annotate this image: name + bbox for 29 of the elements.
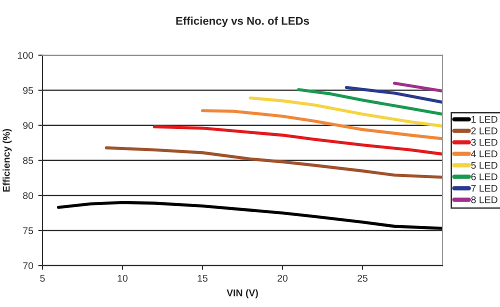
legend-label: 4 LED [471, 150, 498, 158]
line-series [104, 146, 442, 179]
y-tick-label: 80 [23, 192, 34, 200]
line-series [296, 88, 442, 116]
x-tick-label: 25 [358, 274, 368, 282]
x-axis-title: VIN (V) [226, 289, 258, 298]
y-axis-title: Efficiency (%) [2, 129, 12, 192]
line-series [152, 125, 442, 156]
legend-label: 8 LED [471, 196, 498, 204]
y-tick-label: 75 [23, 227, 34, 234]
y-tick-label: 70 [23, 262, 34, 270]
line-series [56, 200, 442, 230]
x-tick-label: 20 [278, 274, 288, 282]
legend-label: 2 LED [471, 127, 498, 134]
chart-title: Efficiency vs No. of LEDs [176, 16, 310, 28]
legend-label: 7 LED [471, 184, 498, 192]
line-series [200, 109, 442, 140]
y-tick-label: 100 [18, 52, 34, 59]
x-tick-label: 15 [198, 274, 208, 282]
y-tick-label: 95 [23, 87, 34, 94]
legend-label: 6 LED [471, 173, 498, 180]
legend-label: 5 LED [471, 162, 498, 169]
line-series [248, 96, 442, 128]
y-tick-label: 85 [23, 157, 34, 164]
y-tick-label: 90 [23, 122, 34, 129]
legend-label: 3 LED [471, 138, 498, 146]
x-tick-label: 10 [118, 274, 128, 282]
x-tick-label: 5 [40, 274, 45, 282]
legend-label: 1 LED [472, 116, 498, 123]
